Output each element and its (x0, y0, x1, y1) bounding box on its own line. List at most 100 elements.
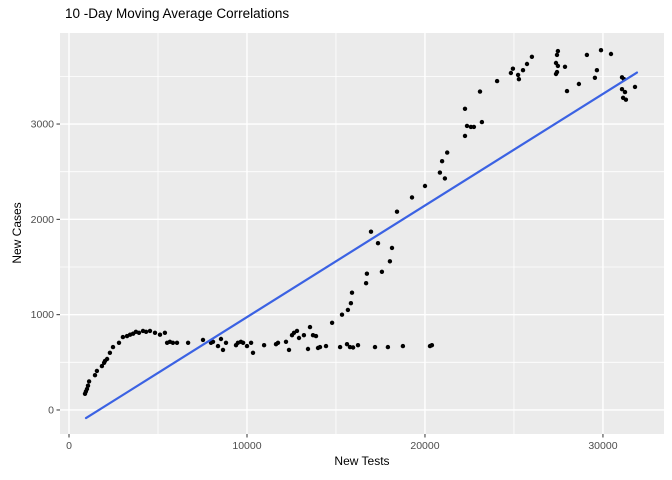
data-point (110, 344, 116, 350)
data-point (555, 48, 561, 54)
data-point (152, 330, 158, 335)
data-point (508, 70, 514, 76)
data-point (223, 340, 229, 345)
data-point (387, 259, 393, 264)
data-point (349, 290, 355, 295)
data-point (439, 159, 445, 164)
data-point (162, 330, 168, 335)
data-point (437, 170, 443, 175)
data-point (244, 343, 250, 349)
y-tick-label: 1000 (31, 309, 55, 321)
data-points (82, 48, 638, 396)
data-point (385, 344, 391, 350)
y-axis-label: New Cases (10, 202, 24, 264)
x-tick-labels: 0 10000 20000 30000 (66, 440, 618, 452)
data-point (422, 183, 428, 189)
data-point (99, 363, 105, 369)
data-point (339, 312, 345, 317)
data-point (594, 68, 600, 73)
data-point (516, 77, 522, 82)
data-point (200, 337, 206, 343)
data-point (389, 245, 395, 251)
data-point (462, 106, 468, 112)
data-point (464, 123, 470, 129)
data-point (622, 89, 628, 95)
data-point (170, 340, 176, 345)
data-point (554, 52, 560, 58)
data-point (275, 340, 281, 345)
data-point (471, 124, 477, 130)
data-point (261, 343, 267, 348)
data-point (313, 333, 319, 339)
grid-major (60, 33, 664, 434)
data-point (554, 69, 560, 75)
data-point (608, 51, 614, 57)
data-point (598, 48, 604, 53)
x-axis-label: New Tests (334, 454, 390, 468)
data-point (623, 97, 629, 102)
data-point (329, 320, 335, 325)
data-point (86, 379, 92, 384)
x-tick-label: 0 (66, 440, 72, 452)
data-point (364, 271, 370, 276)
data-point (564, 88, 570, 94)
data-point (479, 119, 485, 125)
data-point (355, 343, 361, 348)
x-tick-label: 20000 (410, 440, 439, 452)
data-point (576, 81, 582, 87)
data-point (562, 64, 568, 70)
data-point (220, 347, 226, 353)
data-point (379, 269, 385, 274)
y-tick-labels: 0 1000 2000 3000 (31, 119, 55, 417)
axis-ticks (56, 123, 604, 438)
y-tick-label: 0 (48, 404, 54, 416)
data-point (210, 339, 216, 344)
data-point (529, 54, 535, 59)
data-point (218, 336, 224, 342)
data-point (592, 75, 598, 81)
data-point (584, 52, 590, 58)
data-point (136, 330, 142, 335)
x-tick-label: 30000 (588, 440, 617, 452)
data-point (555, 63, 561, 69)
data-point (394, 209, 400, 214)
data-point (337, 344, 343, 350)
data-point (248, 340, 254, 345)
data-point (409, 195, 415, 200)
data-point (174, 340, 180, 345)
data-point (92, 373, 98, 378)
data-point (520, 68, 526, 73)
data-point (375, 241, 381, 246)
data-point (250, 350, 256, 355)
data-point (107, 350, 113, 355)
data-point (157, 332, 163, 337)
data-point (524, 61, 530, 67)
data-point (143, 329, 149, 334)
data-point (494, 78, 500, 84)
x-tick-label: 10000 (232, 440, 261, 452)
data-point (116, 340, 122, 345)
data-point (323, 343, 329, 349)
data-point (462, 133, 468, 139)
data-point (120, 334, 126, 340)
data-point (296, 335, 302, 341)
data-point (442, 176, 448, 181)
data-point (317, 344, 323, 350)
data-point (350, 345, 356, 350)
data-point (515, 72, 521, 78)
trend-line (84, 71, 639, 420)
data-point (344, 342, 350, 347)
data-point (286, 347, 292, 353)
data-point (348, 301, 354, 306)
data-point (215, 343, 221, 349)
data-point (305, 346, 311, 352)
data-point (94, 368, 100, 374)
y-tick-label: 2000 (31, 214, 55, 226)
y-tick-label: 3000 (31, 119, 55, 131)
data-point (400, 343, 406, 349)
data-point (510, 66, 516, 71)
data-point (283, 339, 289, 344)
data-point (368, 229, 374, 234)
data-point (301, 333, 307, 338)
